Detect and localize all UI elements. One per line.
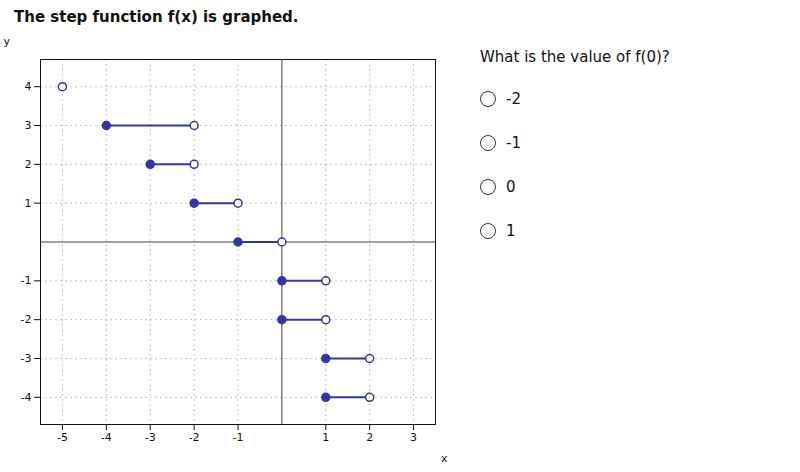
svg-text:-5: -5	[57, 431, 68, 444]
svg-text:3: 3	[410, 431, 417, 444]
html-text:What is the value of f(0)?: What is the value of f(0)?	[480, 48, 670, 66]
svg-text:3: 3	[25, 119, 32, 132]
html-text:The step function f(x) is grap: The step function f(x) is graphed.	[14, 8, 299, 26]
svg-text:1: 1	[322, 431, 329, 444]
svg-text:-4: -4	[101, 431, 112, 444]
svg-text:x: x	[441, 452, 448, 465]
svg-text:-3: -3	[21, 352, 32, 365]
svg-text:-1: -1	[21, 274, 32, 287]
svg-text:-3: -3	[145, 431, 156, 444]
svg-text:-2: -2	[189, 431, 200, 444]
svg-text:4: 4	[25, 80, 32, 93]
html-text:1: 1	[506, 222, 516, 240]
svg-text:-4: -4	[21, 391, 32, 404]
svg-text:1: 1	[25, 197, 32, 210]
svg-text:y: y	[4, 35, 11, 48]
svg-text:2: 2	[25, 158, 32, 171]
svg-text:-1: -1	[233, 431, 244, 444]
svg-text:2: 2	[366, 431, 373, 444]
svg-text:-2: -2	[21, 313, 32, 326]
html-text:-1: -1	[506, 134, 521, 152]
html-text:0: 0	[506, 178, 516, 196]
html-text:-2: -2	[506, 90, 521, 108]
